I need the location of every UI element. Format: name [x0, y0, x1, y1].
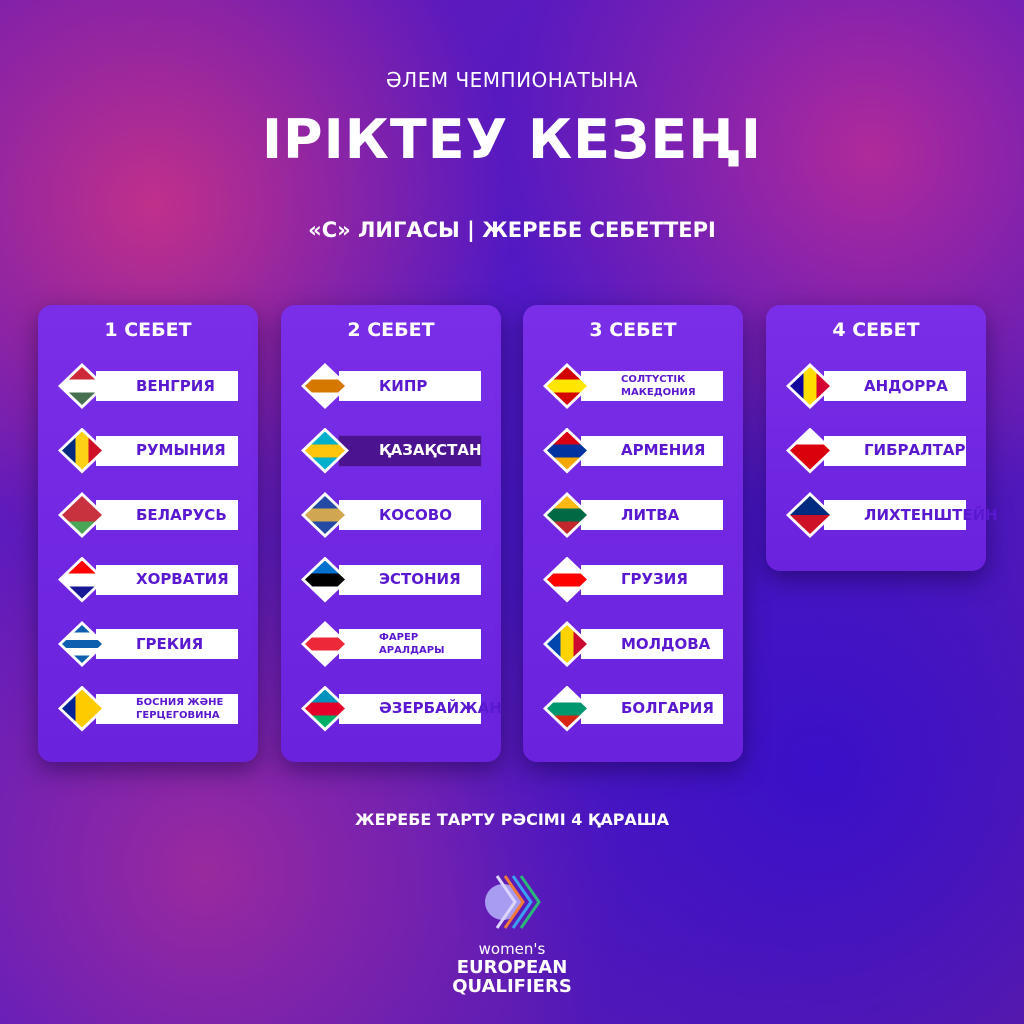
team-name: БЕЛАРУСЬ: [96, 500, 238, 530]
team-item: ӘЗЕРБАЙЖАН: [301, 684, 502, 732]
logo-line-2: EUROPEAN: [456, 957, 568, 978]
flag-frame: [543, 492, 591, 538]
chevrons-logo-icon: [485, 875, 541, 929]
flag-frame: [58, 556, 106, 603]
flag-frame: [786, 427, 834, 474]
team-item: ҚАЗАҚСТАН: [301, 426, 482, 474]
team-name: МОЛДОВА: [581, 629, 723, 659]
flag-frame: [301, 621, 349, 667]
flag-frame: [543, 685, 591, 732]
flag-frame: [543, 621, 591, 667]
team-item: ФАРЕР АРАЛДАРЫ: [301, 619, 481, 667]
flag-frame: [58, 492, 106, 538]
team-item: МОЛДОВА: [543, 619, 723, 667]
draw-date: ЖЕРЕБЕ ТАРТУ РӘСІМІ 4 ҚАРАША: [355, 810, 669, 829]
logo: women's EUROPEAN QUALIFIERS: [452, 872, 572, 996]
team-name: БОСНИЯ ЖӘНЕ ГЕРЦЕГОВИНА: [96, 693, 238, 724]
flag-frame: [543, 556, 591, 603]
pot-title: 3 СЕБЕТ: [589, 319, 677, 341]
team-name: АРМЕНИЯ: [581, 435, 723, 466]
flag-frame: [301, 685, 349, 732]
team-name: СОЛТҮСТІК МАКЕДОНИЯ: [581, 371, 723, 401]
pot-1: 1 СЕБЕТ ВЕНГРИЯ РУМЫНИЯ БЕЛАРУСЬ ХОРВАТИЯ ГРЕ…: [38, 305, 258, 762]
flag-frame: [301, 427, 349, 474]
flag-frame: [543, 427, 591, 474]
flag-frame: [301, 492, 349, 538]
team-name: ХОРВАТИЯ: [96, 564, 238, 595]
team-name: ГРУЗИЯ: [581, 564, 723, 595]
team-name: ФАРЕР АРАЛДАРЫ: [339, 629, 481, 659]
flag-frame: [58, 621, 106, 667]
team-item: ЛИТВА: [543, 490, 723, 538]
logo-line-3: QUALIFIERS: [452, 976, 572, 997]
team-name: БОЛГАРИЯ: [581, 693, 723, 724]
team-item: БОСНИЯ ЖӘНЕ ГЕРЦЕГОВИНА: [58, 684, 238, 732]
team-item: ГРУЗИЯ: [543, 555, 723, 603]
subtitle: «С» ЛИГАСЫ | ЖЕРЕБЕ СЕБЕТТЕРІ: [308, 218, 716, 242]
flag-frame: [543, 363, 591, 409]
team-item: ЛИХТЕНШТЕЙН: [786, 490, 998, 538]
team-item: СОЛТҮСТІК МАКЕДОНИЯ: [543, 361, 723, 409]
team-item: РУМЫНИЯ: [58, 426, 238, 474]
team-item: КОСОВО: [301, 490, 481, 538]
team-item: БЕЛАРУСЬ: [58, 490, 238, 538]
team-name: ВЕНГРИЯ: [96, 371, 238, 401]
pot-2: 2 СЕБЕТ КИПР ҚАЗАҚСТАН КОСОВО ЭСТОНИЯ ФАРЕР А…: [281, 305, 502, 762]
pot-title: 1 СЕБЕТ: [104, 319, 192, 341]
team-name: ЛИХТЕНШТЕЙН: [824, 500, 998, 530]
flag-frame: [58, 363, 106, 409]
team-item: АРМЕНИЯ: [543, 426, 723, 474]
team-name: ГИБРАЛТАР: [824, 435, 966, 466]
team-name: КОСОВО: [339, 500, 481, 530]
team-name: ЭСТОНИЯ: [339, 564, 481, 595]
team-item: ВЕНГРИЯ: [58, 361, 238, 409]
flag-frame: [301, 363, 349, 409]
team-item: ГРЕКИЯ: [58, 619, 238, 667]
flag-frame: [301, 556, 349, 603]
team-item: ГИБРАЛТАР: [786, 426, 966, 474]
team-item: ХОРВАТИЯ: [58, 555, 238, 603]
pot-3: 3 СЕБЕТ СОЛТҮСТІК МАКЕДОНИЯ АРМЕНИЯ ЛИТВА ГР…: [523, 305, 743, 762]
pot-title: 4 СЕБЕТ: [832, 319, 920, 341]
supertitle: ӘЛЕМ ЧЕМПИОНАТЫНА: [385, 68, 639, 92]
team-name: АНДОРРА: [824, 371, 966, 401]
flag-frame: [58, 685, 106, 732]
page-title: ІРІКТЕУ КЕЗЕҢІ: [261, 108, 763, 171]
team-name: ГРЕКИЯ: [96, 629, 238, 659]
pot-title: 2 СЕБЕТ: [347, 319, 435, 341]
pot-4: 4 СЕБЕТ АНДОРРА ГИБРАЛТАР ЛИХТЕНШТЕЙН: [766, 305, 998, 571]
team-name: КИПР: [339, 371, 481, 401]
logo-line-1: women's: [478, 940, 546, 958]
team-name: ҚАЗАҚСТАН: [339, 435, 482, 466]
team-name: РУМЫНИЯ: [96, 435, 238, 466]
team-item: ЭСТОНИЯ: [301, 555, 481, 603]
flag-frame: [786, 492, 834, 538]
flag-frame: [786, 363, 834, 409]
team-name: ЛИТВА: [581, 500, 723, 530]
team-item: АНДОРРА: [786, 361, 966, 409]
team-name: ӘЗЕРБАЙЖАН: [339, 693, 502, 724]
team-item: БОЛГАРИЯ: [543, 684, 723, 732]
team-item: КИПР: [301, 361, 481, 409]
flag-frame: [58, 427, 106, 474]
